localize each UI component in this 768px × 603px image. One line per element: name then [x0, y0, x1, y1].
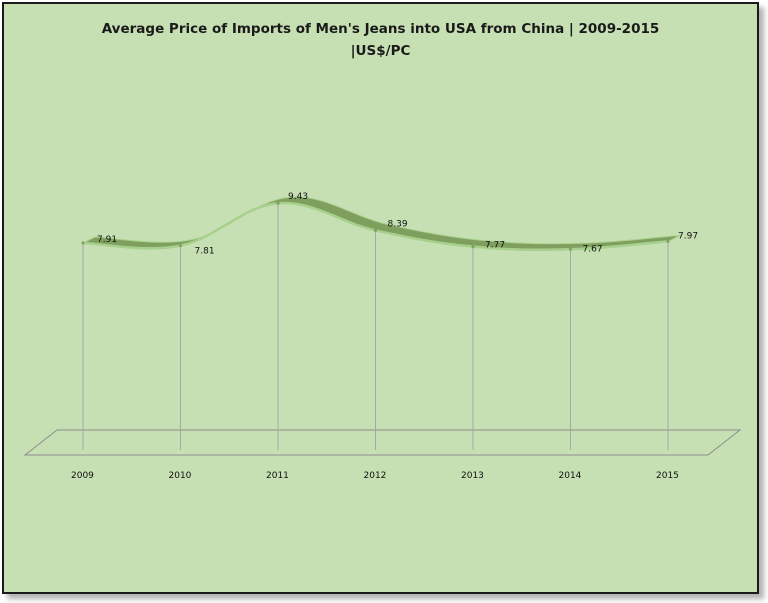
data-label: 9.43	[288, 192, 308, 202]
x-axis-tick-labels: 2009 2010 2011 2012 2013 2014 2015	[71, 471, 679, 481]
x-tick-label: 2014	[559, 471, 582, 481]
data-point	[374, 228, 377, 232]
ribbon-surface	[82, 196, 681, 251]
floor-plane	[23, 429, 742, 456]
data-label: 8.39	[388, 219, 408, 229]
data-label: 7.97	[678, 231, 698, 241]
data-point	[471, 245, 475, 249]
data-point	[569, 247, 572, 251]
x-tick-label: 2012	[364, 471, 387, 481]
data-point	[276, 201, 280, 205]
chart-title: Average Price of Imports of Men's Jeans …	[4, 18, 757, 62]
data-point	[81, 241, 85, 245]
x-tick-label: 2015	[656, 471, 679, 481]
x-tick-label: 2009	[71, 471, 94, 481]
x-tick-label: 2013	[461, 471, 484, 481]
data-label: 7.91	[97, 235, 117, 245]
chart-floor	[23, 429, 742, 456]
data-label: 7.67	[583, 244, 603, 254]
data-labels: 7.91 7.81 9.43 8.39 7.77 7.67 7.97	[97, 192, 698, 256]
data-point	[179, 244, 182, 248]
x-tick-label: 2011	[266, 471, 289, 481]
data-label: 7.77	[485, 241, 505, 251]
chart-title-line1: Average Price of Imports of Men's Jeans …	[101, 21, 660, 37]
drop-lines	[82, 203, 669, 450]
x-tick-label: 2010	[169, 471, 192, 481]
data-point	[666, 239, 670, 243]
series-ribbon	[81, 196, 681, 252]
data-label: 7.81	[195, 247, 215, 257]
chart-title-line2: |US$/PC	[350, 43, 411, 59]
chart-area: Average Price of Imports of Men's Jeans …	[2, 2, 759, 594]
